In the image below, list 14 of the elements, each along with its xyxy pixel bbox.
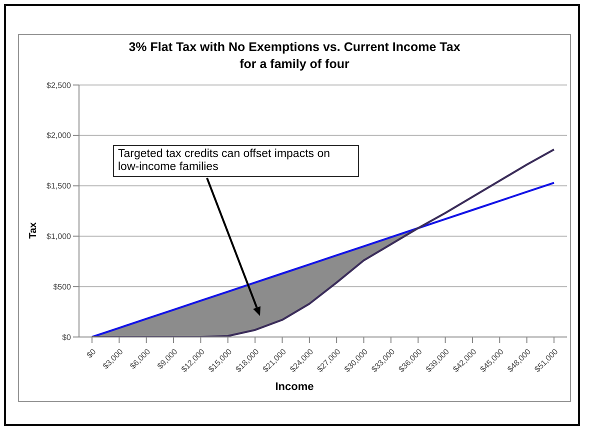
y-tick-label: $500 <box>53 282 72 292</box>
chart-subtitle: for a family of four <box>238 56 350 73</box>
y-tick-label: $2,000 <box>46 131 72 140</box>
line-series <box>91 182 555 337</box>
chart-title: 3% Flat Tax with No Exemptions vs. Current Income Tax <box>128 39 462 56</box>
annotation: Targeted tax credits can offset impacts on low-income families <box>113 145 359 177</box>
x-tick-label: $0 <box>84 346 98 360</box>
y-tick-label: $2,500 <box>46 80 72 90</box>
y-tick-label: $0 <box>62 332 72 342</box>
x-axis-title: Income <box>274 381 315 393</box>
line-series <box>91 148 555 337</box>
y-tick-label: $1,000 <box>46 232 72 242</box>
y-axis-title: Tax <box>28 222 39 239</box>
y-tick-label: $1,500 <box>46 182 72 191</box>
